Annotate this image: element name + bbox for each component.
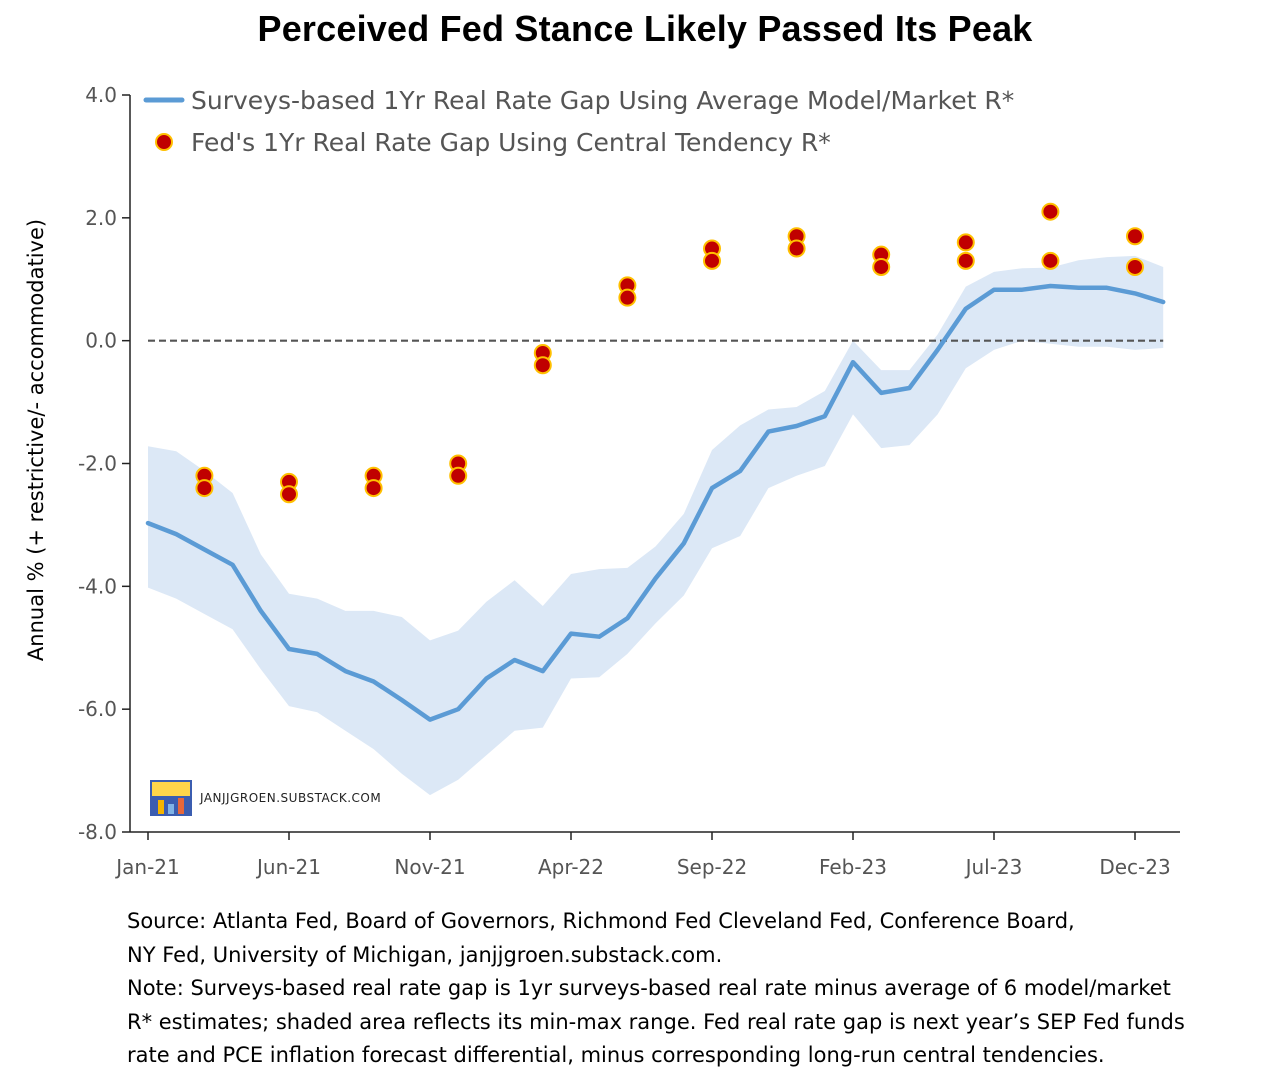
y-tick-label: 4.0 <box>85 83 117 107</box>
chart: 4.0 2.0 0.0 -2.0 -4.0 -6.0 -8.0 Jan-21 Jun-21 Nov… <box>78 83 1180 879</box>
footer-line: rate and PCE inflation forecast differen… <box>127 1043 1105 1067</box>
scatter-point <box>618 288 637 307</box>
legend-label: Surveys-based 1Yr Real Rate Gap Using Av… <box>191 86 1014 115</box>
y-axis-label: Annual % (+ restrictive/- accommodative) <box>24 218 48 662</box>
y-tick-label: -2.0 <box>78 452 117 476</box>
axes: 4.0 2.0 0.0 -2.0 -4.0 -6.0 -8.0 Jan-21 Jun-21 Nov… <box>78 83 1180 879</box>
footer-notes: Source: Atlanta Fed, Board of Governors,… <box>127 905 1257 1073</box>
footer-line: Note: Surveys-based real rate gap is 1yr… <box>127 976 1171 1000</box>
legend-label: Fed's 1Yr Real Rate Gap Using Central Te… <box>191 128 831 157</box>
y-tick-label: -6.0 <box>78 697 117 721</box>
watermark-text: JANJJGROEN.SUBSTACK.COM <box>199 791 381 805</box>
scatter-point <box>787 239 806 258</box>
x-tick-label: Sep-22 <box>677 855 747 879</box>
x-tick-label: Nov-21 <box>394 855 465 879</box>
scatter-point <box>1041 202 1060 221</box>
series-line <box>145 283 1166 722</box>
scatter-point <box>703 251 721 270</box>
x-tick-label: Jan-21 <box>114 855 180 879</box>
scatter-point <box>1126 227 1144 246</box>
x-tick-label: Feb-23 <box>819 855 887 879</box>
scatter-layer <box>195 202 1144 504</box>
legend: Surveys-based 1Yr Real Rate Gap Using Av… <box>143 86 1014 157</box>
y-tick-label: 2.0 <box>85 206 117 230</box>
watermark-logo-bar <box>178 798 184 814</box>
x-tick-label: Dec-23 <box>1099 855 1170 879</box>
watermark-logo-bar <box>168 804 174 814</box>
legend-dot-swatch <box>155 133 173 151</box>
scatter-point <box>956 251 975 270</box>
x-tick-label: Jul-23 <box>964 855 1023 879</box>
range-band-layer <box>148 255 1164 796</box>
footer-line: R* estimates; shaded area reflects its m… <box>127 1009 1185 1034</box>
scatter-point <box>364 479 383 498</box>
scatter-point <box>1126 257 1144 276</box>
scatter-point <box>449 466 468 485</box>
footer-line: Source: Atlanta Fed, Board of Governors,… <box>127 909 1075 933</box>
watermark-logo-band <box>152 782 190 796</box>
watermark: JANJJGROEN.SUBSTACK.COM <box>150 780 381 816</box>
scatter-point <box>280 485 298 504</box>
watermark-logo-bar <box>158 800 164 814</box>
y-tick-label: -8.0 <box>78 820 117 844</box>
chart-title: Perceived Fed Stance Likely Passed Its P… <box>257 8 1033 49</box>
range-band <box>148 255 1164 796</box>
scatter-point <box>1041 251 1060 270</box>
x-tick-label: Apr-22 <box>538 855 604 879</box>
scatter-point <box>956 233 975 252</box>
y-tick-label: -4.0 <box>78 574 117 598</box>
series-line-layer <box>145 283 1166 722</box>
scatter-point <box>533 356 552 375</box>
footer-line: NY Fed, University of Michigan, janjjgro… <box>127 942 723 967</box>
scatter-point <box>195 479 214 498</box>
y-tick-label: 0.0 <box>85 329 117 353</box>
scatter-point <box>872 257 891 276</box>
x-tick-label: Jun-21 <box>255 855 321 879</box>
